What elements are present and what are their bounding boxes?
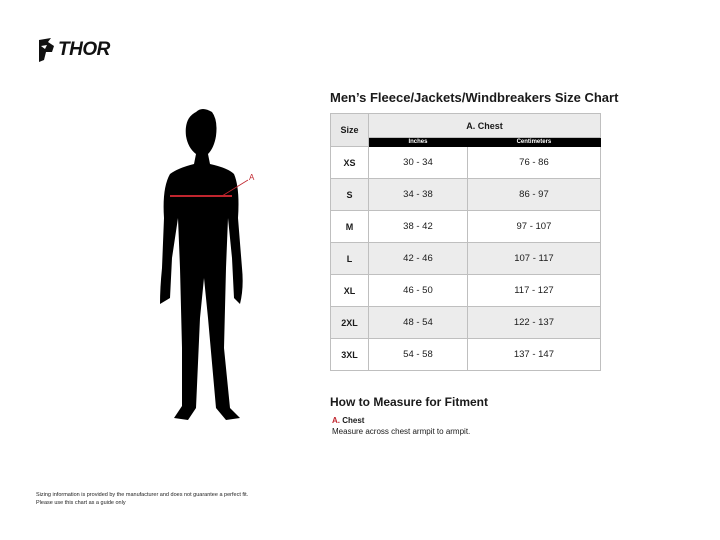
table-row: S 34 - 38 86 - 97 [330, 178, 602, 211]
cell-size: XL [330, 274, 369, 307]
cell-inches: 30 - 34 [368, 146, 468, 179]
inches-header: Inches [368, 137, 468, 147]
cell-inches: 34 - 38 [368, 178, 468, 211]
table-row: XS 30 - 34 76 - 86 [330, 146, 602, 179]
disclaimer-line-2: Please use this chart as a guide only [36, 500, 126, 506]
cell-cm: 86 - 97 [466, 178, 602, 211]
measure-name: Chest [342, 416, 365, 425]
measure-label: A. Chest [332, 416, 364, 425]
cell-size: 3XL [330, 338, 369, 371]
table-row: 2XL 48 - 54 122 - 137 [330, 306, 602, 339]
cell-cm: 76 - 86 [466, 146, 602, 179]
howto-title: How to Measure for Fitment [330, 395, 489, 409]
cell-size: 2XL [330, 306, 369, 339]
cell-cm: 122 - 137 [466, 306, 602, 339]
cell-inches: 46 - 50 [368, 274, 468, 307]
measure-description: Measure across chest armpit to armpit. [332, 427, 471, 436]
thor-logo: THOR [36, 38, 110, 62]
brand-name: THOR [58, 39, 110, 60]
table-row: 3XL 54 - 58 137 - 147 [330, 338, 602, 371]
chart-title: Men’s Fleece/Jackets/Windbreakers Size C… [330, 90, 619, 105]
chest-header: A. Chest [368, 113, 601, 138]
cell-cm: 97 - 107 [466, 210, 602, 243]
cell-inches: 42 - 46 [368, 242, 468, 275]
disclaimer-line-1: Sizing information is provided by the ma… [36, 492, 249, 498]
size-table: Size A. Chest Inches Centimeters XS 30 - … [330, 113, 602, 371]
disclaimer: Sizing information is provided by the ma… [36, 491, 248, 507]
table-row: L 42 - 46 107 - 117 [330, 242, 602, 275]
cell-cm: 117 - 127 [466, 274, 602, 307]
cell-size: XS [330, 146, 369, 179]
cell-size: S [330, 178, 369, 211]
helmet-icon [39, 38, 54, 62]
cell-inches: 54 - 58 [368, 338, 468, 371]
cell-inches: 38 - 42 [368, 210, 468, 243]
chest-leader-line [221, 179, 249, 197]
cm-header: Centimeters [466, 137, 602, 147]
body-silhouette: A [160, 109, 255, 420]
cell-size: L [330, 242, 369, 275]
cell-size: M [330, 210, 369, 243]
cell-inches: 48 - 54 [368, 306, 468, 339]
size-header: Size [330, 113, 369, 147]
table-row: XL 46 - 50 117 - 127 [330, 274, 602, 307]
cell-cm: 137 - 147 [466, 338, 602, 371]
cell-cm: 107 - 117 [466, 242, 602, 275]
chest-marker-label: A [249, 173, 255, 182]
table-row: M 38 - 42 97 - 107 [330, 210, 602, 243]
measure-letter: A. [332, 416, 340, 425]
